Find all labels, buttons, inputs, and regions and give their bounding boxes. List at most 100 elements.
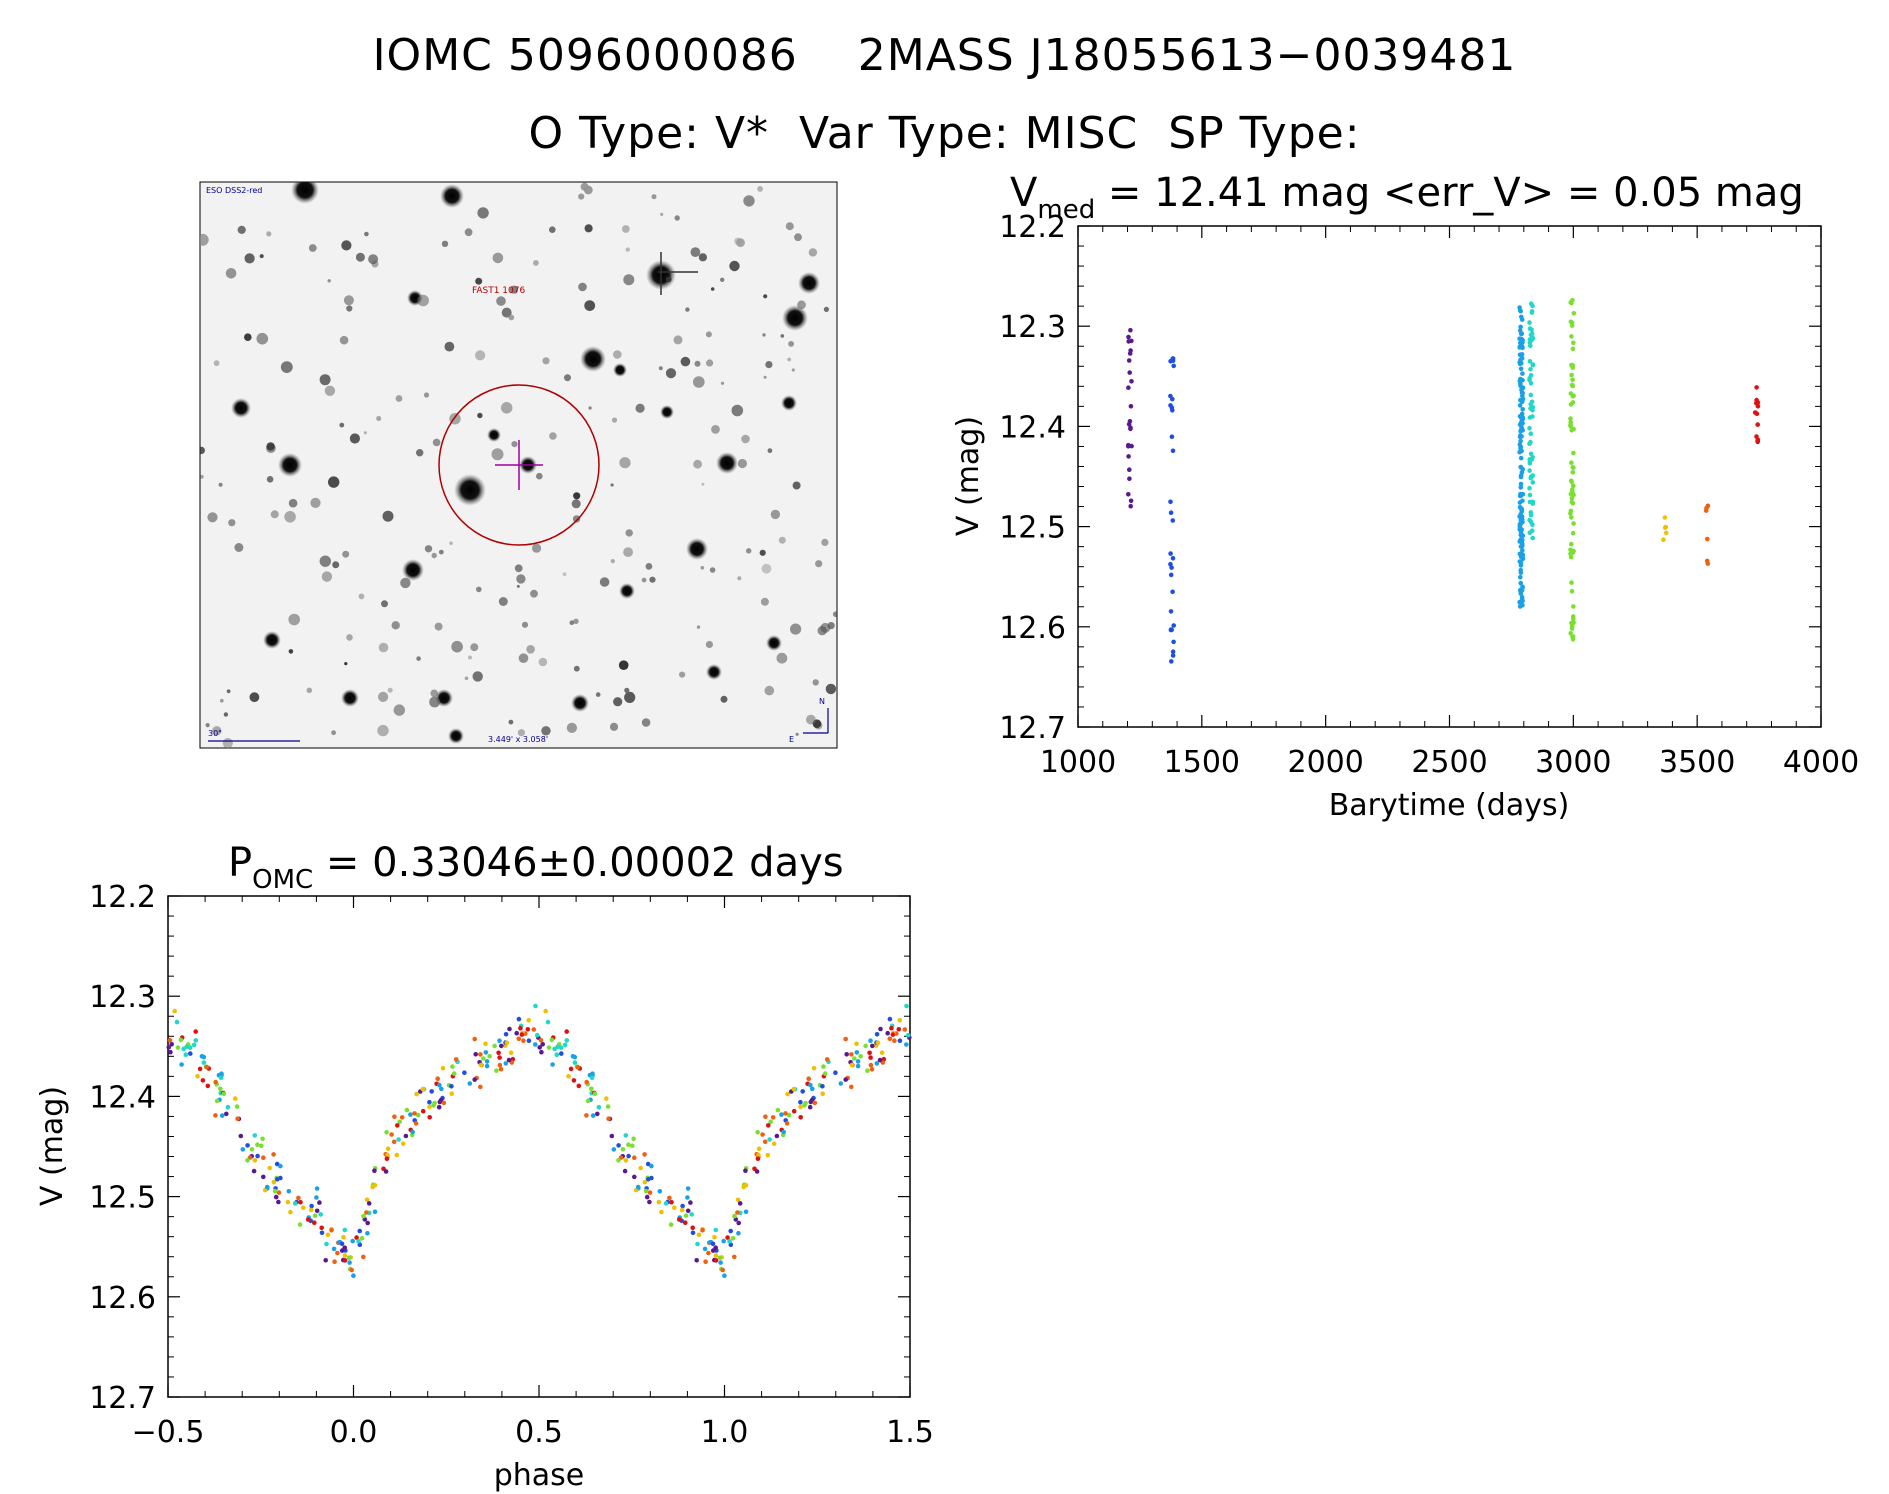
x-tick-label: 4000 (1783, 745, 1859, 780)
data-point (201, 1054, 207, 1060)
star-glyph (266, 231, 272, 237)
star-glyph (635, 403, 645, 413)
star-glyph (266, 476, 274, 483)
data-point (1170, 589, 1175, 595)
star-glyph (244, 333, 252, 342)
data-point (647, 1190, 653, 1195)
star-glyph (757, 186, 763, 192)
data-point (571, 1078, 577, 1083)
y-tick-label: 12.7 (999, 711, 1066, 746)
star-glyph (569, 620, 575, 625)
star-glyph (225, 268, 237, 279)
data-point (1518, 448, 1523, 454)
header-line-2: O Type: V* Var Type: MISC SP Type: (528, 108, 1361, 159)
data-point (785, 1091, 790, 1097)
star-glyph (665, 368, 677, 379)
star-glyph (429, 696, 440, 708)
data-point (644, 1194, 650, 1200)
data-point (616, 1158, 621, 1163)
data-point (685, 1186, 691, 1191)
data-point (305, 1217, 311, 1222)
data-point (325, 1232, 331, 1238)
data-point (415, 1112, 421, 1118)
star-glyph (363, 431, 367, 435)
star-glyph (763, 294, 768, 299)
star-glyph (573, 492, 581, 500)
data-point (1661, 537, 1666, 542)
star-glyph (526, 645, 535, 654)
star-glyph (213, 360, 220, 367)
data-point (394, 1152, 400, 1158)
data-point (261, 1174, 266, 1180)
data-point (854, 1050, 860, 1055)
star-glyph (516, 584, 520, 588)
data-point (519, 1032, 525, 1037)
data-point (1569, 588, 1575, 594)
data-point (516, 1016, 522, 1022)
data-point (221, 1091, 227, 1097)
data-point (1518, 455, 1524, 461)
data-point (451, 1071, 457, 1076)
data-point (722, 1273, 727, 1278)
star-glyph (249, 692, 260, 703)
data-point (1171, 639, 1176, 645)
data-point (623, 1158, 629, 1163)
star-glyph (770, 509, 781, 520)
data-point (1518, 445, 1523, 451)
star-glyph (613, 697, 623, 707)
star-glyph (451, 640, 463, 653)
data-point (178, 1037, 184, 1043)
data-point (904, 1042, 909, 1047)
data-point (725, 1235, 730, 1240)
data-point (1518, 493, 1524, 499)
data-point (492, 1043, 497, 1049)
star-glyph (263, 631, 281, 649)
star-glyph (319, 555, 331, 567)
data-point (878, 1026, 883, 1032)
data-point (874, 1061, 880, 1066)
data-point (437, 1099, 443, 1105)
y-tick-label: 12.4 (89, 1080, 156, 1115)
star-glyph (310, 497, 321, 508)
data-point (1169, 434, 1175, 440)
data-point (1518, 438, 1523, 444)
data-point (526, 1018, 531, 1023)
data-point (1527, 425, 1532, 431)
data-point (1568, 416, 1573, 421)
data-point (184, 1044, 189, 1049)
data-point (874, 1032, 880, 1037)
star-glyph (820, 622, 831, 633)
data-point (276, 1190, 282, 1195)
data-point (1755, 404, 1761, 409)
data-point (756, 1152, 761, 1158)
data-point (1170, 448, 1176, 454)
data-point (868, 1038, 873, 1043)
data-point (727, 1238, 732, 1244)
data-point (622, 1168, 628, 1174)
data-point (892, 1038, 897, 1043)
data-point (252, 1158, 258, 1163)
star-glyph (220, 698, 224, 703)
y-tick-label: 12.5 (89, 1181, 156, 1216)
data-point (260, 1136, 265, 1142)
data-point (498, 1066, 504, 1072)
data-point (450, 1064, 455, 1069)
data-point (1129, 338, 1134, 344)
data-point (481, 1056, 486, 1061)
star-glyph (613, 363, 627, 377)
data-point (538, 1037, 544, 1043)
data-point (1518, 434, 1524, 439)
data-point (1170, 408, 1175, 413)
data-point (494, 1068, 499, 1073)
data-point (319, 1225, 325, 1231)
data-point (1519, 470, 1525, 475)
star-glyph (791, 368, 795, 372)
data-point (436, 1104, 442, 1110)
data-point (342, 1227, 348, 1233)
star-glyph (212, 726, 222, 736)
data-point (1663, 530, 1669, 536)
data-point (314, 1208, 320, 1214)
data-point (545, 1019, 551, 1025)
y-tick-label: 12.4 (999, 410, 1066, 445)
data-point (414, 1091, 419, 1097)
